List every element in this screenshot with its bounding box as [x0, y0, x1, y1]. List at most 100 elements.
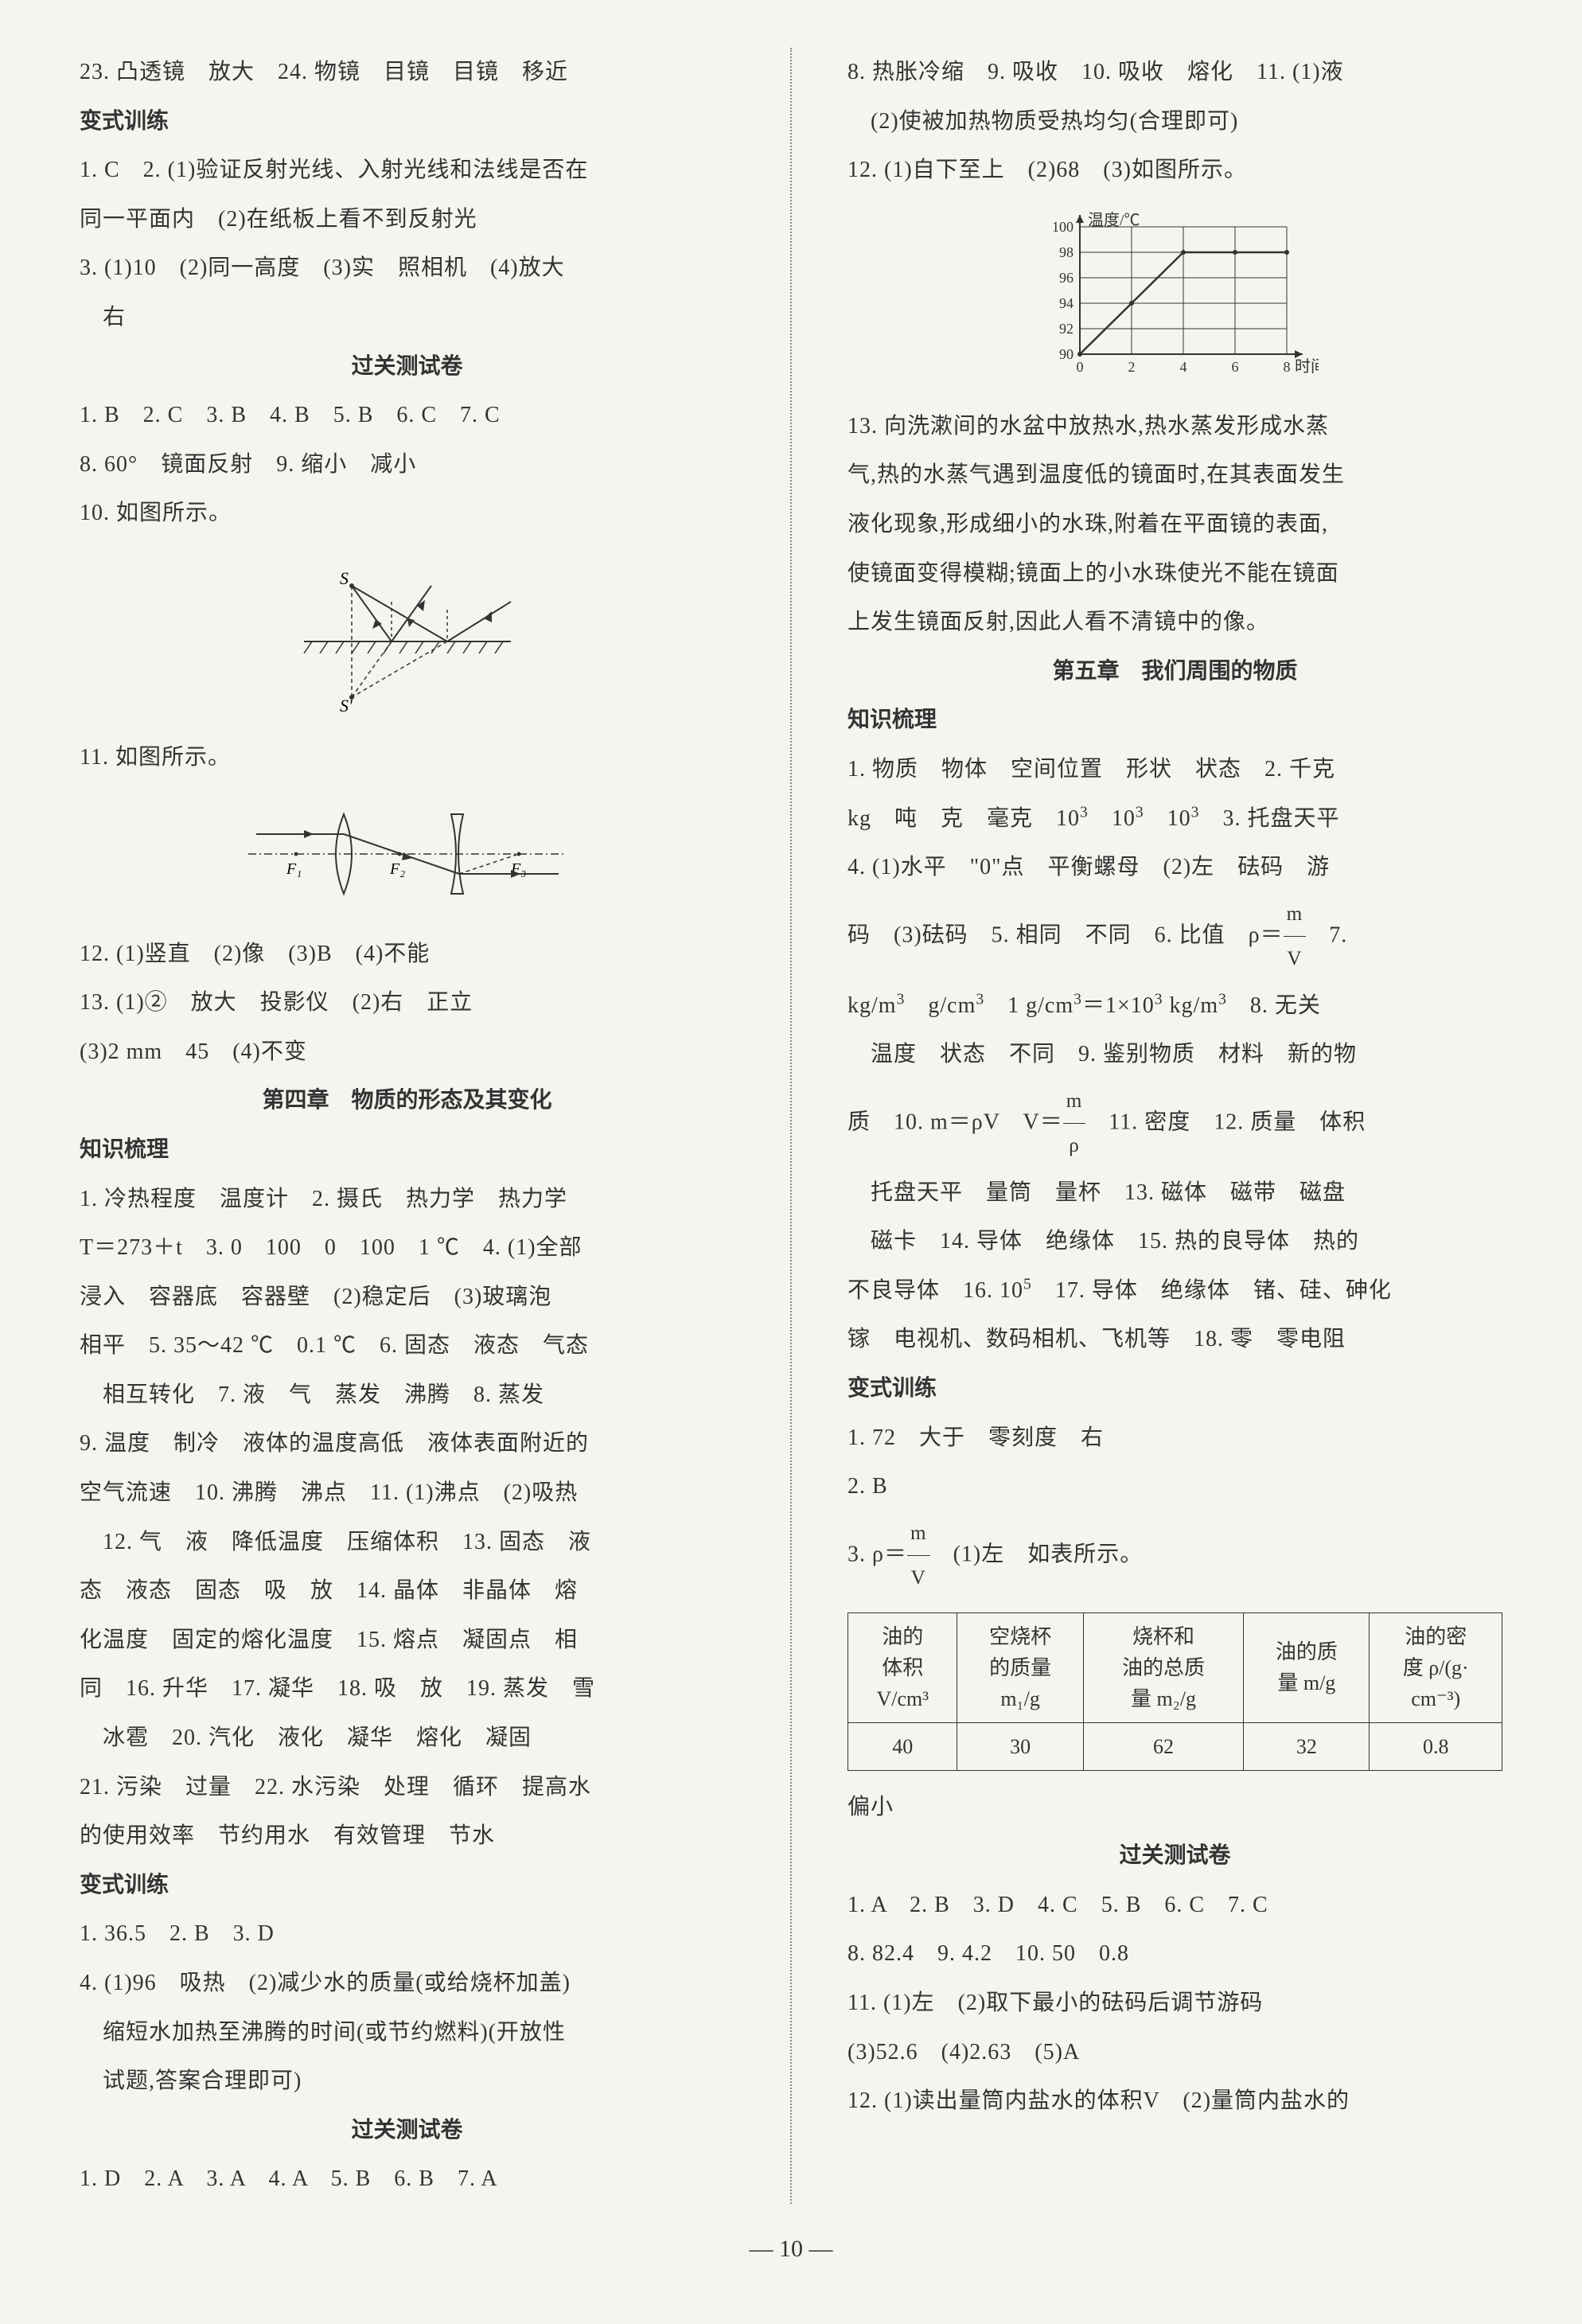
text-line: 8. 热胀冷缩 9. 吸收 10. 吸收 熔化 11. (1)液 — [848, 48, 1502, 97]
text-line: T＝273＋t 3. 0 100 0 100 1 ℃ 4. (1)全部 — [80, 1223, 734, 1273]
text-line: 的使用效率 节约用水 有效管理 节水 — [80, 1811, 734, 1861]
text-line: 13. 向洗漱间的水盆中放热水,热水蒸发形成水蒸 — [848, 402, 1502, 451]
svg-text:温度/℃: 温度/℃ — [1088, 211, 1140, 229]
table-header-row: 油的体积V/cm³空烧杯的质量m₁/g烧杯和油的总质量 m₂/g油的质量 m/g… — [848, 1612, 1502, 1722]
text-line: 12. (1)读出量筒内盐水的体积V (2)量筒内盐水的 — [848, 2076, 1502, 2126]
text-line: 1. C 2. (1)验证反射光线、入射光线和法线是否在 — [80, 146, 734, 195]
svg-text:100: 100 — [1052, 219, 1074, 235]
text-line: 13. (1)② 放大 投影仪 (2)右 正立 — [80, 978, 734, 1027]
table-cell: 40 — [848, 1722, 957, 1770]
label-f1: F₁ — [286, 860, 302, 878]
text-line: 缩短水加热至沸腾的时间(或节约燃料)(开放性 — [80, 2008, 734, 2057]
chapter-title: 第四章 物质的形态及其变化 — [80, 1076, 734, 1125]
svg-text:8: 8 — [1283, 359, 1290, 375]
right-column: 8. 热胀冷缩 9. 吸收 10. 吸收 熔化 11. (1)液 (2)使被加热… — [848, 48, 1502, 2204]
reflection-diagram: S S' — [80, 554, 734, 717]
table-cell: 30 — [957, 1722, 1083, 1770]
svg-text:0: 0 — [1076, 359, 1083, 375]
svg-text:时间/min: 时间/min — [1295, 357, 1319, 376]
text-line: 偏小 — [848, 1783, 1502, 1832]
text-line: 浸入 容器底 容器壁 (2)稳定后 (3)玻璃泡 — [80, 1273, 734, 1322]
text-line: 码 (3)砝码 5. 相同 不同 6. 比值 ρ＝mV 7. — [848, 892, 1502, 981]
subsection-heading: 知识梳理 — [848, 696, 1502, 745]
label-s: S — [340, 568, 349, 588]
text-line: 冰雹 20. 汽化 液化 凝华 熔化 凝固 — [80, 1714, 734, 1763]
text-line: 8. 82.4 9. 4.2 10. 50 0.8 — [848, 1929, 1502, 1979]
section-title: 过关测试卷 — [80, 342, 734, 392]
temperature-chart: 0 2 4 6 8 90 92 94 96 98 100 时间/min 温度/℃ — [848, 211, 1502, 386]
subsection-heading: 知识梳理 — [80, 1125, 734, 1175]
text-line: (3)52.6 (4)2.63 (5)A — [848, 2028, 1502, 2077]
subsection-heading: 变式训练 — [80, 1861, 734, 1910]
text-line: 1. B 2. C 3. B 4. B 5. B 6. C 7. C — [80, 391, 734, 440]
text-line: kg/m3 g/cm3 1 g/cm3＝1×103 kg/m3 8. 无关 — [848, 981, 1502, 1031]
text-line: (3)2 mm 45 (4)不变 — [80, 1027, 734, 1077]
table-cell: 0.8 — [1370, 1722, 1502, 1770]
text-line: (2)使被加热物质受热均匀(合理即可) — [848, 97, 1502, 146]
text-line: 2. B — [848, 1462, 1502, 1511]
text-line: 质 10. m＝ρV V＝mρ 11. 密度 12. 质量 体积 — [848, 1079, 1502, 1168]
svg-text:96: 96 — [1059, 270, 1074, 286]
text-line: 1. A 2. B 3. D 4. C 5. B 6. C 7. C — [848, 1881, 1502, 1930]
svg-text:98: 98 — [1059, 244, 1074, 260]
lens-diagram: F₁ F₂ F₃ — [80, 798, 734, 914]
text-line: 12. (1)竖直 (2)像 (3)B (4)不能 — [80, 930, 734, 979]
text-line: 11. 如图所示。 — [80, 733, 734, 782]
table-header-cell: 空烧杯的质量m₁/g — [957, 1612, 1083, 1722]
text-line: 21. 污染 过量 22. 水污染 处理 循环 提高水 — [80, 1763, 734, 1812]
chart-svg: 0 2 4 6 8 90 92 94 96 98 100 时间/min 温度/℃ — [1032, 211, 1319, 386]
text-line: 相互转化 7. 液 气 蒸发 沸腾 8. 蒸发 — [80, 1371, 734, 1420]
text-line: 4. (1)96 吸热 (2)减少水的质量(或给烧杯加盖) — [80, 1959, 734, 2008]
text-line: 化温度 固定的熔化温度 15. 熔点 凝固点 相 — [80, 1616, 734, 1665]
text-line: 不良导体 16. 105 17. 导体 绝缘体 锗、硅、砷化 — [848, 1266, 1502, 1316]
text-line: 23. 凸透镜 放大 24. 物镜 目镜 目镜 移近 — [80, 48, 734, 97]
text-line: kg 吨 克 毫克 103 103 103 3. 托盘天平 — [848, 794, 1502, 844]
table-header-cell: 油的密度 ρ/(g·cm⁻³) — [1370, 1612, 1502, 1722]
text-line: 10. 如图所示。 — [80, 489, 734, 538]
section-title: 过关测试卷 — [80, 2106, 734, 2155]
table-cell: 62 — [1083, 1722, 1244, 1770]
text-line: 相平 5. 35～42 ℃ 0.1 ℃ 6. 固态 液态 气态 — [80, 1321, 734, 1371]
text-line: 态 液态 固态 吸 放 14. 晶体 非晶体 熔 — [80, 1566, 734, 1616]
text-line: 使镜面变得模糊;镜面上的小水珠使光不能在镜面 — [848, 549, 1502, 599]
text-line: 镓 电视机、数码相机、飞机等 18. 零 零电阻 — [848, 1315, 1502, 1364]
text-line: 托盘天平 量筒 量杯 13. 磁体 磁带 磁盘 — [848, 1168, 1502, 1218]
text-line: 1. 36.5 2. B 3. D — [80, 1909, 734, 1959]
text-line: 9. 温度 制冷 液体的温度高低 液体表面附近的 — [80, 1419, 734, 1468]
text-line: 磁卡 14. 导体 绝缘体 15. 热的良导体 热的 — [848, 1217, 1502, 1266]
table-row: 403062320.8 — [848, 1722, 1502, 1770]
section-title: 过关测试卷 — [848, 1831, 1502, 1881]
text-line: 4. (1)水平 "0"点 平衡螺母 (2)左 砝码 游 — [848, 843, 1502, 892]
text-line: 1. 物质 物体 空间位置 形状 状态 2. 千克 — [848, 745, 1502, 794]
text-line: 12. 气 液 降低温度 压缩体积 13. 固态 液 — [80, 1518, 734, 1567]
svg-text:92: 92 — [1059, 321, 1074, 337]
chapter-title: 第五章 我们周围的物质 — [848, 647, 1502, 696]
text-line: 试题,答案合理即可) — [80, 2057, 734, 2106]
label-s-prime: S' — [340, 696, 353, 713]
text-line: 温度 状态 不同 9. 鉴别物质 材料 新的物 — [848, 1030, 1502, 1079]
page-number: — 10 — — [80, 2236, 1502, 2263]
text-line: 液化现象,形成细小的水珠,附着在平面镜的表面, — [848, 500, 1502, 549]
svg-text:90: 90 — [1059, 346, 1074, 362]
label-f2: F₂ — [389, 860, 405, 878]
svg-text:6: 6 — [1231, 359, 1238, 375]
svg-text:2: 2 — [1128, 359, 1135, 375]
text-line: 3. ρ＝mV (1)左 如表所示。 — [848, 1511, 1502, 1601]
text-line: 同一平面内 (2)在纸板上看不到反射光 — [80, 195, 734, 244]
table-header-cell: 油的质量 m/g — [1244, 1612, 1370, 1722]
subsection-heading: 变式训练 — [80, 97, 734, 146]
oil-density-table: 油的体积V/cm³空烧杯的质量m₁/g烧杯和油的总质量 m₂/g油的质量 m/g… — [848, 1612, 1502, 1771]
text-line: 11. (1)左 (2)取下最小的砝码后调节游码 — [848, 1979, 1502, 2028]
text-line: 12. (1)自下至上 (2)68 (3)如图所示。 — [848, 146, 1502, 195]
text-line: 1. 72 大于 零刻度 右 — [848, 1414, 1502, 1463]
svg-text:94: 94 — [1059, 295, 1074, 311]
column-divider — [790, 48, 792, 2204]
svg-text:4: 4 — [1179, 359, 1186, 375]
table-header-cell: 烧杯和油的总质量 m₂/g — [1083, 1612, 1244, 1722]
text-line: 气,热的水蒸气遇到温度低的镜面时,在其表面发生 — [848, 450, 1502, 500]
table-header-cell: 油的体积V/cm³ — [848, 1612, 957, 1722]
text-line: 1. D 2. A 3. A 4. A 5. B 6. B 7. A — [80, 2154, 734, 2204]
subsection-heading: 变式训练 — [848, 1364, 1502, 1414]
text-line: 右 — [80, 293, 734, 342]
text-line: 空气流速 10. 沸腾 沸点 11. (1)沸点 (2)吸热 — [80, 1468, 734, 1518]
